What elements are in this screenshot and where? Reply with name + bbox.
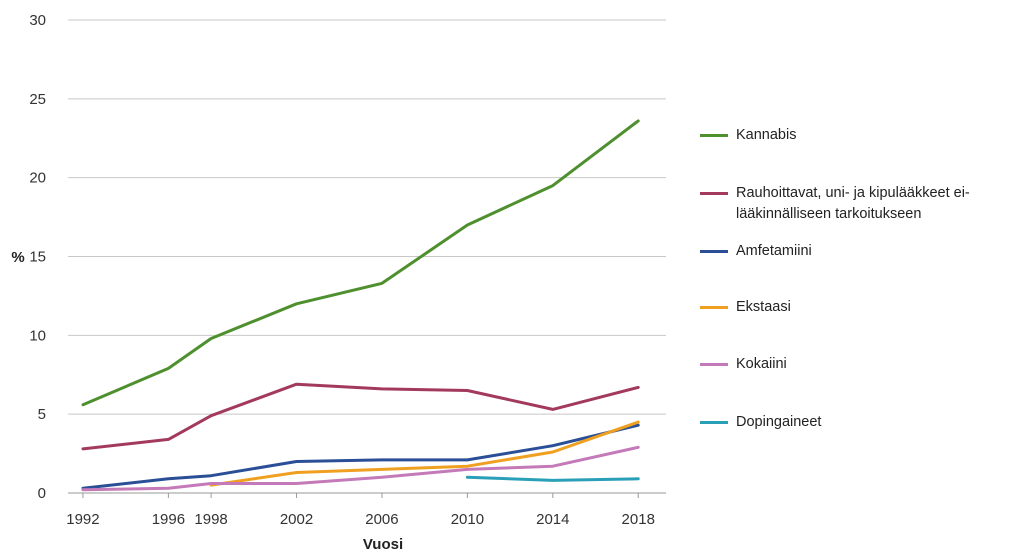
series-line-kannabis xyxy=(81,119,640,407)
legend-swatch xyxy=(700,134,728,137)
series-lines xyxy=(81,119,640,492)
legend-label: Dopingaineet xyxy=(736,414,822,430)
legend-item: Rauhoittavat, uni- ja kipulääkkeet ei-lä… xyxy=(700,183,1026,225)
legend-label: Ekstaasi xyxy=(736,299,791,315)
legend-label: Kannabis xyxy=(736,127,797,143)
y-tick-label: 20 xyxy=(29,170,46,187)
y-tick-label: 5 xyxy=(38,406,46,423)
legend-item: Dopingaineet xyxy=(700,412,1026,433)
y-tick-label: 30 xyxy=(29,12,46,29)
series-line-rauhoittavat xyxy=(81,382,640,451)
legend-item: Ekstaasi xyxy=(700,297,1026,318)
x-tick-label: 2014 xyxy=(536,511,569,528)
y-tick-labels: 0 5 10 15 20 25 30 xyxy=(29,12,46,502)
series-line-kokaiini xyxy=(81,445,640,492)
legend-swatch xyxy=(700,421,728,424)
x-tick-label: 1998 xyxy=(194,511,227,528)
series-line-ekstaasi xyxy=(209,420,640,487)
legend-label: Rauhoittavat, uni- ja kipulääkkeet ei-lä… xyxy=(736,185,970,222)
series-line-amfetamiini xyxy=(81,423,640,490)
y-axis-title: % xyxy=(11,249,24,266)
x-tick-label: 2018 xyxy=(622,511,655,528)
series-line-dopingaineet xyxy=(465,475,640,482)
x-tick-label: 1992 xyxy=(66,511,99,528)
legend-item: Amfetamiini xyxy=(700,241,1026,262)
y-tick-label: 10 xyxy=(29,327,46,344)
legend-item: Kokaiini xyxy=(700,354,1026,375)
x-tick-label: 2002 xyxy=(280,511,313,528)
legend-swatch xyxy=(700,363,728,366)
x-tick-label: 2010 xyxy=(451,511,484,528)
x-tick-label: 1996 xyxy=(152,511,185,528)
legend-swatch xyxy=(700,192,728,195)
legend-swatch xyxy=(700,250,728,253)
legend-label: Kokaiini xyxy=(736,356,787,372)
x-axis-title: Vuosi xyxy=(363,536,403,553)
y-tick-label: 15 xyxy=(29,249,46,266)
y-tick-label: 25 xyxy=(29,91,46,108)
x-tick-label: 2006 xyxy=(365,511,398,528)
legend-item: Kannabis xyxy=(700,125,1026,146)
legend-swatch xyxy=(700,306,728,309)
legend-label: Amfetamiini xyxy=(736,243,812,259)
y-tick-label: 0 xyxy=(38,485,46,502)
gridlines xyxy=(68,19,666,494)
x-tick-labels: 1992 1996 1998 2002 2006 2010 2014 2018 xyxy=(66,493,655,528)
